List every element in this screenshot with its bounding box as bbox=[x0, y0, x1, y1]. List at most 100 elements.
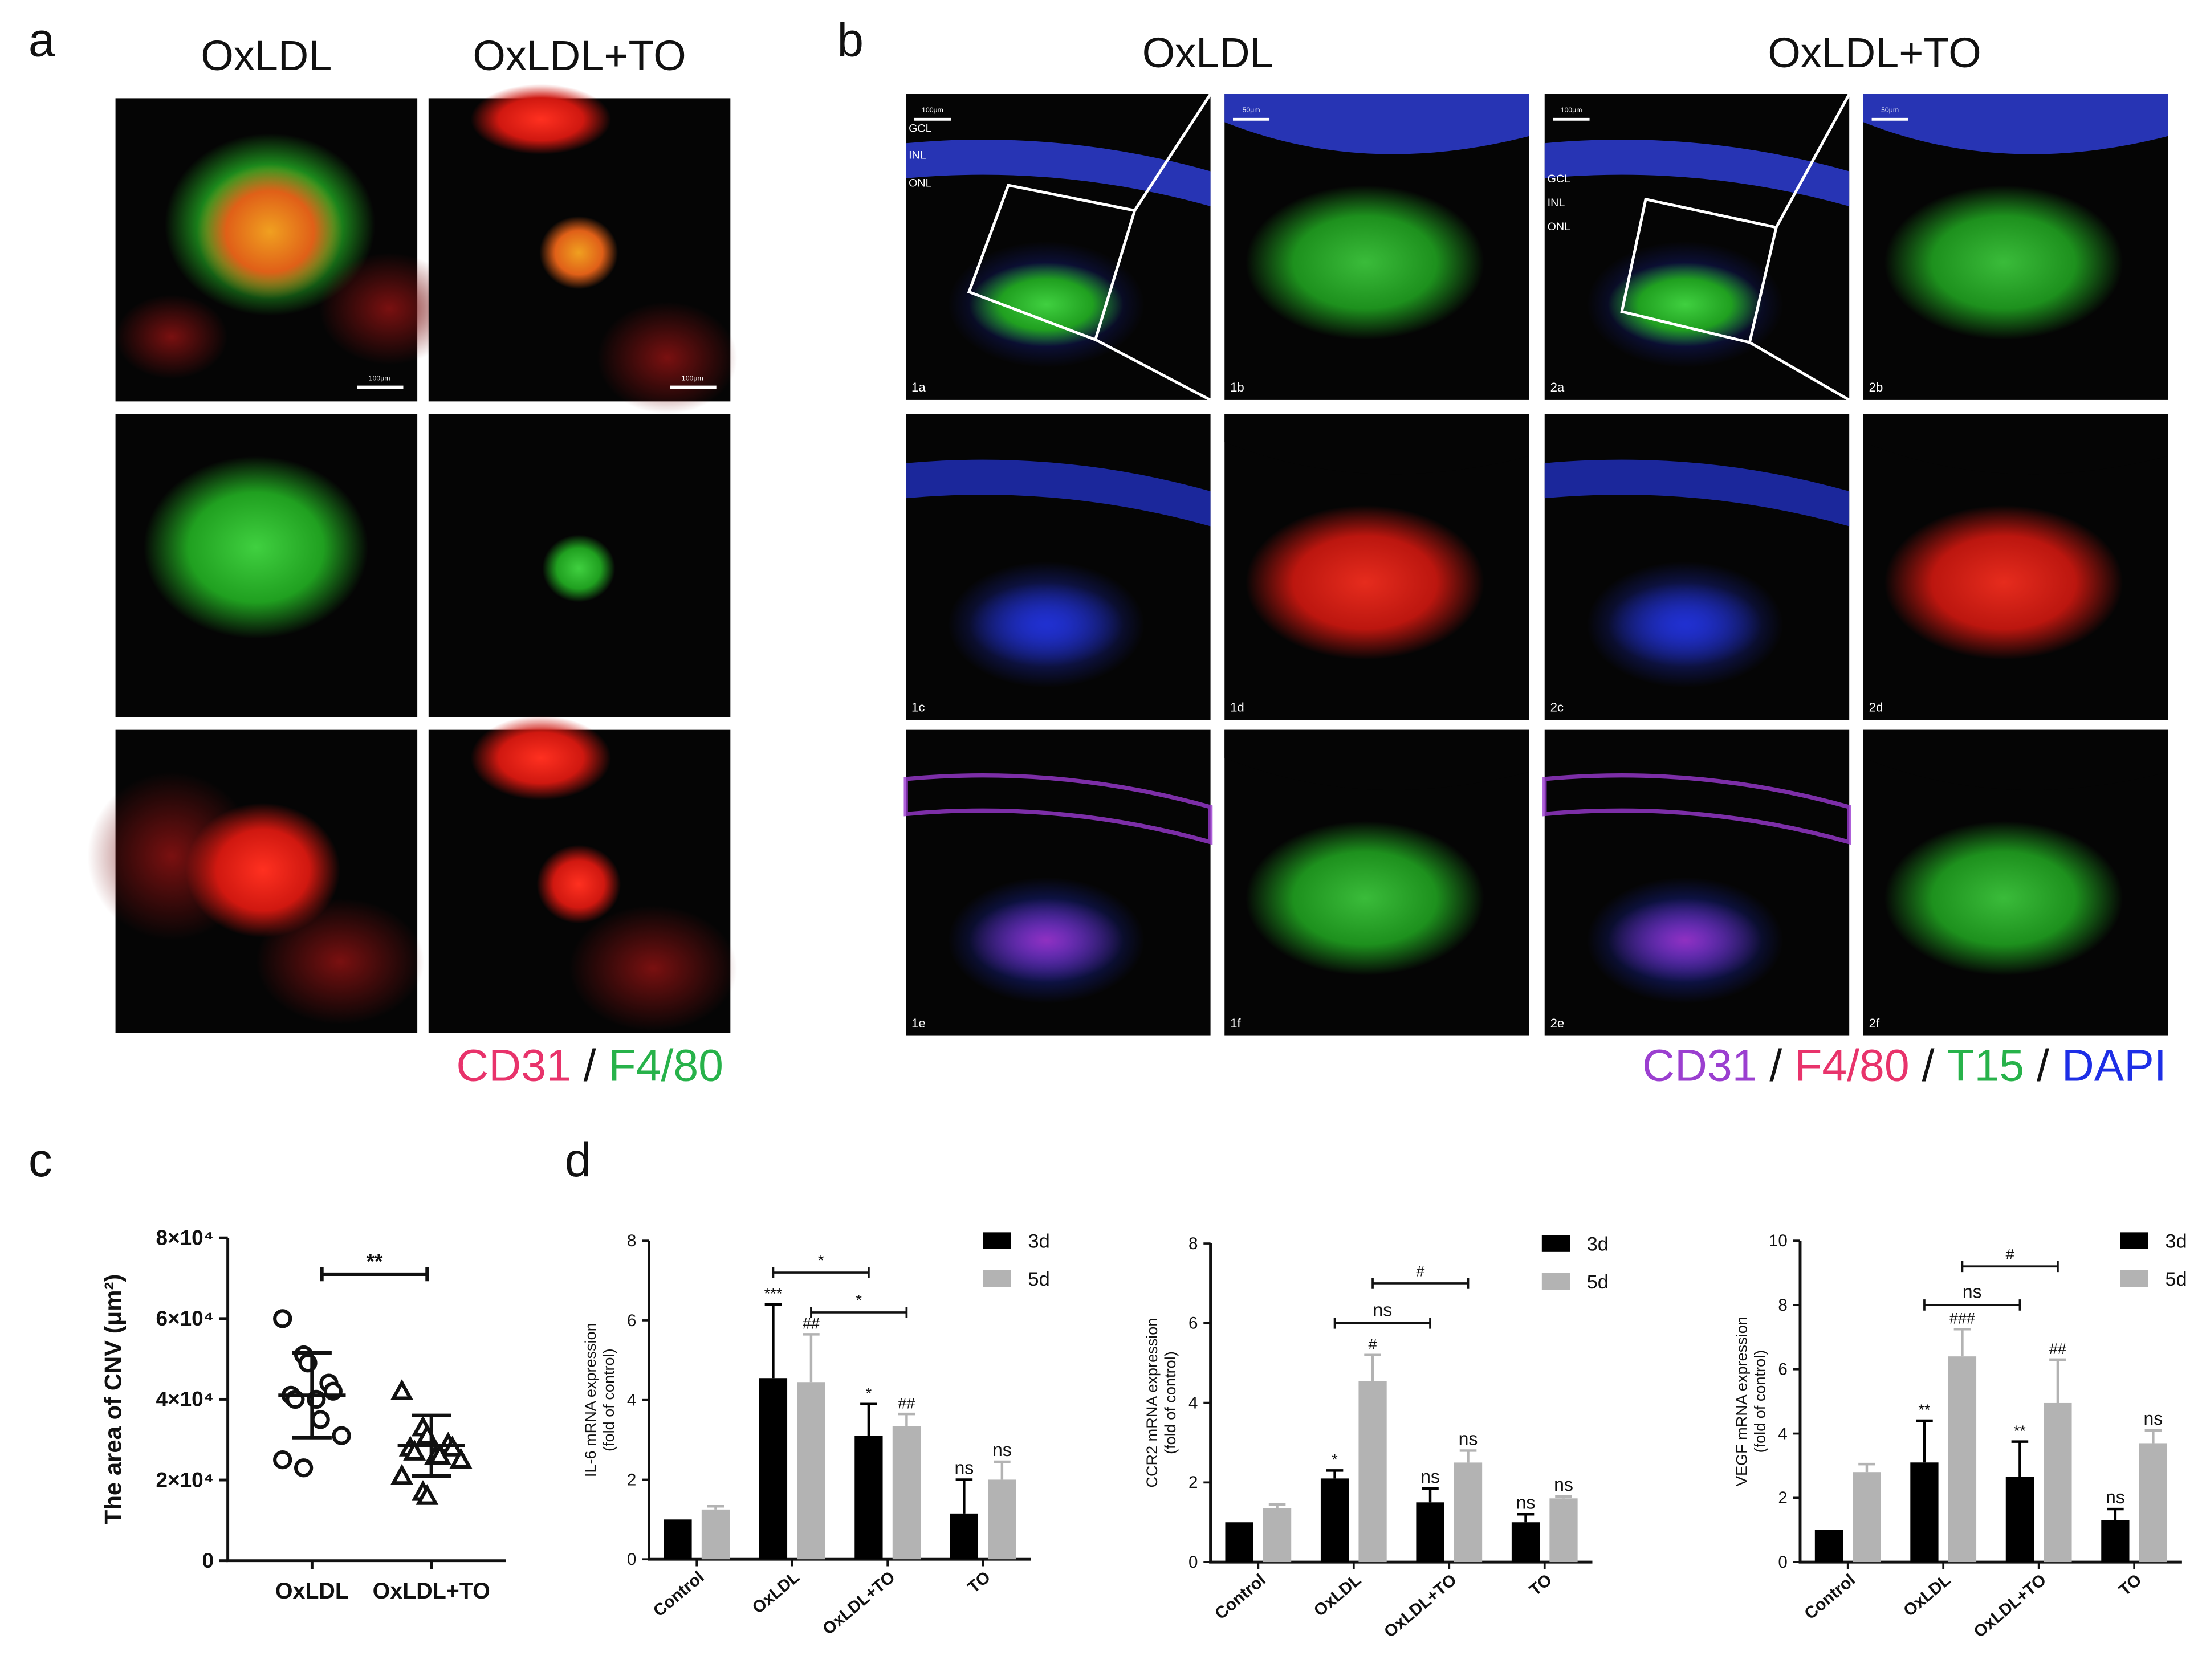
scale-bar-label: 100μm bbox=[369, 374, 390, 382]
scale-bar-label: 50μm bbox=[1881, 106, 1899, 114]
bar bbox=[1454, 1462, 1483, 1563]
bar bbox=[1948, 1356, 1977, 1563]
data-point bbox=[428, 1444, 451, 1465]
data-point bbox=[273, 1309, 292, 1328]
y-tick-label: 6 bbox=[1188, 1314, 1198, 1333]
stain bbox=[1884, 505, 2123, 660]
legend-separator: / bbox=[571, 1040, 609, 1090]
column-title: OxLDL+TO bbox=[1768, 29, 1981, 76]
legend-swatch bbox=[1541, 1273, 1570, 1290]
stain-legend: CD31 / F4/80 bbox=[456, 1040, 723, 1090]
legend-separator: / bbox=[2024, 1040, 2062, 1090]
image-label: 1a bbox=[911, 380, 926, 394]
image-label: 2a bbox=[1550, 380, 1565, 394]
significance-bracket bbox=[320, 1267, 429, 1282]
y-tick-label: 6 bbox=[627, 1311, 636, 1330]
legend-entry: CD31 bbox=[1642, 1040, 1757, 1090]
legend-entry: F4/80 bbox=[1794, 1040, 1910, 1090]
image-label: 2e bbox=[1550, 1016, 1565, 1030]
legend-label: 5d bbox=[1028, 1269, 1049, 1290]
significance-label: ns bbox=[2143, 1408, 2163, 1429]
bar bbox=[1511, 1522, 1540, 1563]
scale-bar-label: 100μm bbox=[922, 106, 943, 114]
image-label: 1e bbox=[911, 1016, 926, 1030]
data-point bbox=[311, 1410, 330, 1429]
stain bbox=[143, 456, 368, 639]
layer-label: GCL bbox=[909, 123, 932, 135]
y-tick-label: 8 bbox=[1778, 1296, 1787, 1315]
y-tick-label: 8 bbox=[627, 1232, 636, 1250]
image-label: 2f bbox=[1869, 1016, 1880, 1030]
stain bbox=[255, 898, 425, 1025]
bar bbox=[2139, 1443, 2168, 1563]
x-tick-label: OxLDL bbox=[275, 1579, 349, 1604]
column-title: OxLDL bbox=[1142, 29, 1273, 76]
retina-layer bbox=[1224, 414, 1529, 475]
y-tick-label: 4 bbox=[627, 1391, 636, 1410]
y-tick-label: 6 bbox=[1778, 1360, 1787, 1379]
significance-label: ns bbox=[992, 1440, 1012, 1460]
significance-label: ** bbox=[2014, 1422, 2026, 1440]
y-tick-label: 2 bbox=[627, 1470, 636, 1489]
x-tick-label: Control bbox=[1801, 1571, 1859, 1624]
layer-label: INL bbox=[909, 149, 926, 161]
bar bbox=[988, 1479, 1016, 1560]
significance-bracket bbox=[810, 1307, 908, 1318]
legend-label: 5d bbox=[2165, 1269, 2187, 1290]
significance-label: * bbox=[818, 1251, 824, 1269]
stain bbox=[1607, 262, 1763, 347]
image-label: 1d bbox=[1230, 700, 1244, 715]
bar bbox=[664, 1519, 692, 1560]
y-axis-label: (fold of control) bbox=[1161, 1351, 1179, 1454]
legend-swatch bbox=[1541, 1235, 1570, 1252]
scale-bar-label: 100μm bbox=[682, 374, 703, 382]
stain bbox=[1246, 821, 1484, 976]
bar bbox=[1320, 1478, 1349, 1563]
legend-swatch bbox=[983, 1232, 1011, 1249]
x-tick-label: OxLDL bbox=[749, 1568, 803, 1618]
significance-label: ** bbox=[1918, 1401, 1931, 1418]
significance-label: # bbox=[1416, 1262, 1424, 1280]
significance-bracket bbox=[1923, 1299, 2021, 1311]
y-tick-label: 2×10⁴ bbox=[156, 1468, 214, 1491]
image-label: 1b bbox=[1230, 380, 1244, 394]
significance-label: ns bbox=[1554, 1474, 1573, 1495]
legend-swatch bbox=[2120, 1270, 2148, 1287]
stain bbox=[115, 295, 228, 379]
significance-label: * bbox=[866, 1384, 872, 1402]
retina-layer bbox=[1863, 94, 2168, 154]
significance-label: ns bbox=[1373, 1300, 1392, 1320]
data-point bbox=[390, 1379, 413, 1400]
layer-label: GCL bbox=[1548, 173, 1571, 185]
data-point bbox=[390, 1463, 413, 1485]
legend-label: 5d bbox=[1587, 1271, 1609, 1293]
x-tick-label: OxLDL bbox=[1900, 1571, 1954, 1621]
x-tick-label: OxLDL+TO bbox=[1381, 1571, 1460, 1642]
significance-label: ns bbox=[1963, 1282, 1982, 1302]
stain bbox=[1607, 898, 1763, 982]
column-title: OxLDL bbox=[201, 32, 332, 79]
stain-legend: CD31 / F4/80 / T15 / DAPI bbox=[1642, 1040, 2167, 1090]
data-point bbox=[416, 1484, 439, 1505]
image-label: 2d bbox=[1869, 700, 1883, 715]
y-tick-label: 0 bbox=[1778, 1553, 1787, 1572]
significance-label: ## bbox=[898, 1394, 915, 1412]
retina-layer bbox=[1863, 729, 2168, 790]
x-tick-label: TO bbox=[1526, 1571, 1556, 1600]
zoom-line bbox=[1749, 341, 1850, 402]
scale-bar-label: 50μm bbox=[1243, 106, 1260, 114]
stain bbox=[185, 802, 340, 938]
significance-label: ns bbox=[954, 1458, 974, 1478]
bar bbox=[1853, 1472, 1881, 1563]
retina-layer bbox=[1542, 773, 1851, 845]
stain bbox=[1246, 185, 1484, 340]
y-tick-label: 8 bbox=[1188, 1234, 1198, 1253]
significance-label: ns bbox=[1420, 1466, 1440, 1487]
y-tick-label: 2 bbox=[1188, 1473, 1198, 1492]
x-tick-label: Control bbox=[650, 1568, 708, 1621]
layer-label: INL bbox=[1548, 197, 1565, 209]
significance-label: * bbox=[856, 1291, 862, 1309]
panel-letter: a bbox=[29, 13, 55, 67]
bar bbox=[1814, 1530, 1843, 1563]
